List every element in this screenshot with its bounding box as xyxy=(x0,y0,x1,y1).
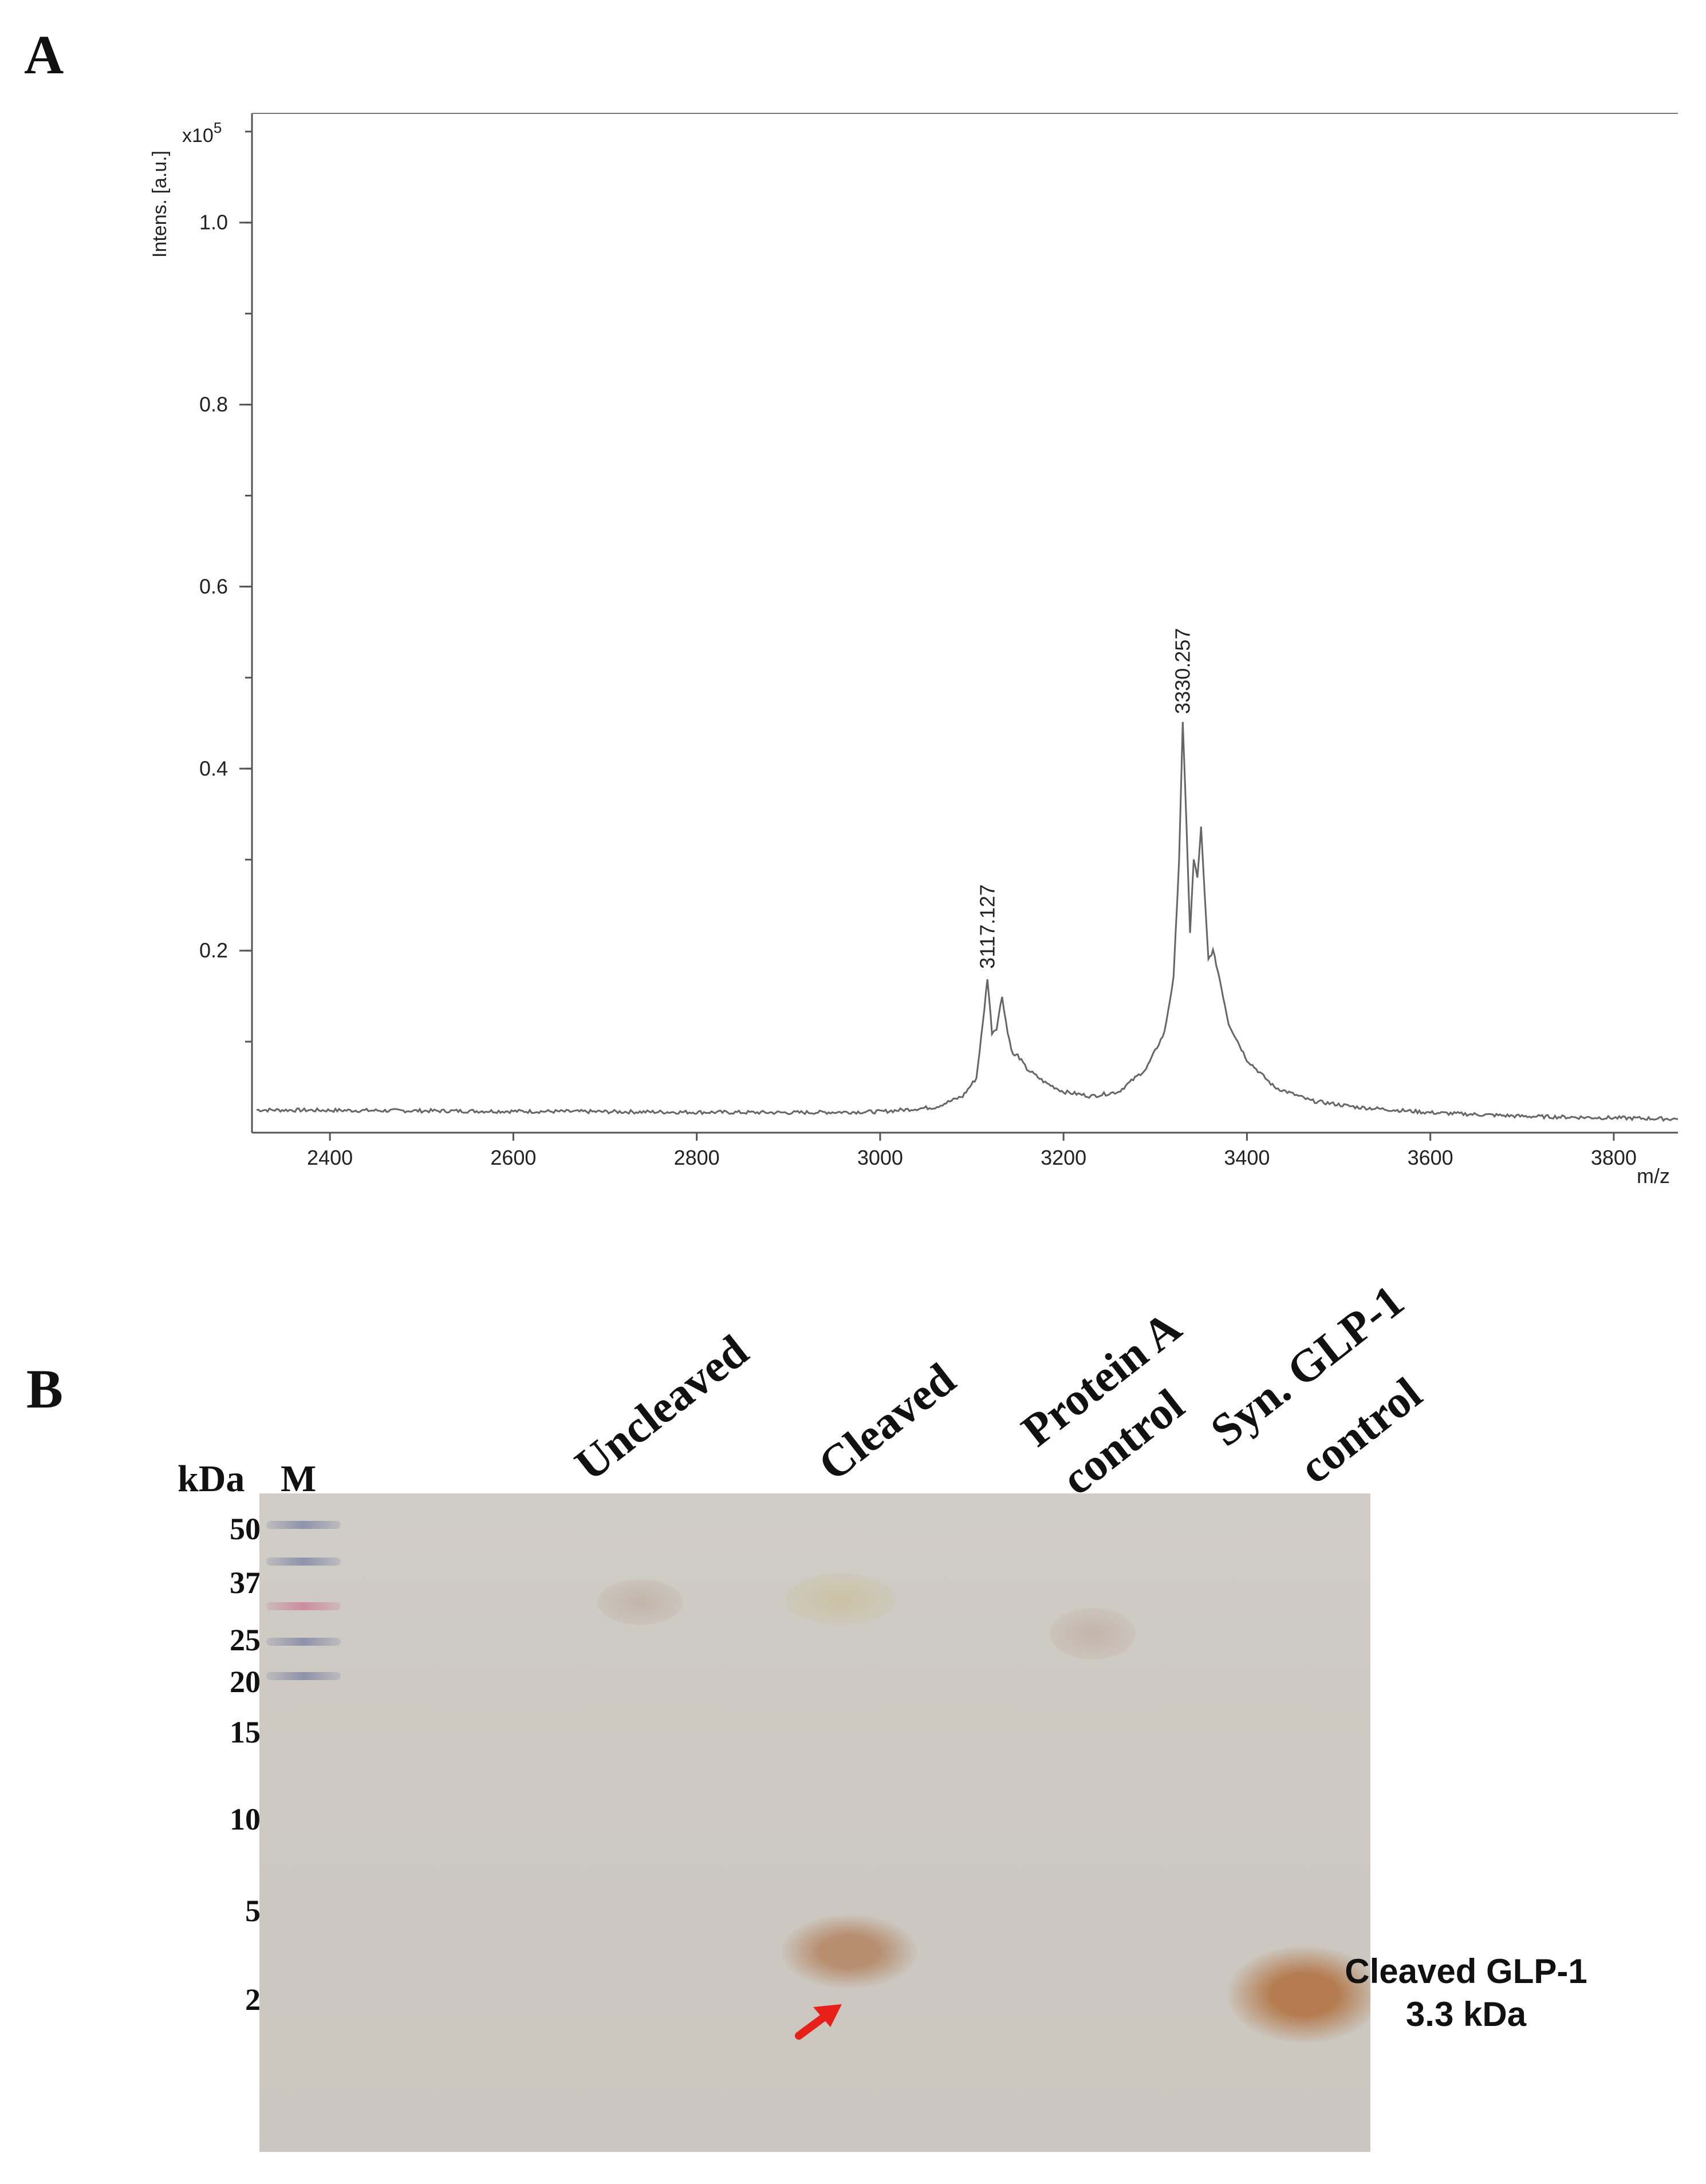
ladder-band xyxy=(266,1638,341,1646)
x-tick-label: 2600 xyxy=(490,1146,536,1169)
x-tick-label: 3600 xyxy=(1408,1146,1453,1169)
ladder-band xyxy=(266,1602,341,1610)
marker-label-15: 15 xyxy=(230,1715,261,1749)
y-tick-label: 0.8 xyxy=(199,393,228,416)
y-tick-label: 0.4 xyxy=(199,756,228,780)
x-axis-label: m/z xyxy=(1637,1164,1670,1188)
ladder-band xyxy=(266,1558,341,1566)
x-tick-label: 3400 xyxy=(1224,1146,1270,1169)
ladder-m-label: M xyxy=(281,1458,317,1500)
annotation-line-1: Cleaved GLP-1 xyxy=(1345,1952,1587,1990)
marker-label-10: 10 xyxy=(230,1802,261,1836)
panel-a-label: A xyxy=(24,24,64,85)
marker-label-50: 50 xyxy=(230,1512,261,1546)
y-tick-label: 1.0 xyxy=(199,211,228,234)
marker-label-37: 37 xyxy=(230,1566,261,1600)
y-axis-multiplier: x105 xyxy=(182,119,222,147)
spectrum-series-line xyxy=(256,722,1679,1122)
marker-label-25: 25 xyxy=(230,1623,261,1657)
kda-label: kDa xyxy=(178,1458,245,1500)
marker-label-5: 5 xyxy=(245,1894,261,1928)
cleaved-glp1-band xyxy=(781,1914,918,1989)
chart-axes xyxy=(251,113,1678,1134)
syn-glp1-band xyxy=(1227,1946,1370,2043)
x-tick-label: 3200 xyxy=(1041,1146,1086,1169)
gel-image xyxy=(259,1493,1370,2152)
cleaved-upper-band xyxy=(786,1574,895,1625)
ladder-band xyxy=(266,1672,341,1680)
x-tick-label: 2400 xyxy=(307,1146,353,1169)
peak-annotations: 3117.127 3330.257 xyxy=(975,628,1194,969)
ladder-band xyxy=(266,1521,341,1529)
x-tick-label: 3800 xyxy=(1591,1146,1637,1169)
x-tick-label: 2800 xyxy=(674,1146,720,1169)
x-tick-label: 3000 xyxy=(857,1146,903,1169)
y-axis-label: Intens. [a.u.] xyxy=(149,151,171,258)
panel-b-label: B xyxy=(26,1358,64,1420)
y-tick-label: 0.6 xyxy=(199,574,228,598)
marker-label-2: 2 xyxy=(245,1982,261,2017)
faint-band xyxy=(597,1579,683,1625)
annotation-line-2: 3.3 kDa xyxy=(1405,1995,1527,2033)
lane-label-1: Uncleaved xyxy=(566,1325,758,1491)
y-tick-label: 0.2 xyxy=(199,939,228,962)
protein-a-faint-band xyxy=(1050,1608,1136,1659)
peak-label: 3117.127 xyxy=(975,884,999,968)
chart-ticks: 2400 2600 2800 3000 3200 3400 3600 3800 0.2 0.4 0.… xyxy=(199,131,1637,1169)
peak-label: 3330.257 xyxy=(1171,628,1195,714)
marker-label-20: 20 xyxy=(230,1665,261,1699)
cleaved-glp1-annotation: Cleaved GLP-1 3.3 kDa xyxy=(1317,1950,1615,2036)
lane-label-2: Cleaved xyxy=(809,1354,965,1491)
mass-spectrum-chart: 2400 2600 2800 3000 3200 3400 3600 3800 0.2 0.4 0.… xyxy=(149,113,1679,1188)
